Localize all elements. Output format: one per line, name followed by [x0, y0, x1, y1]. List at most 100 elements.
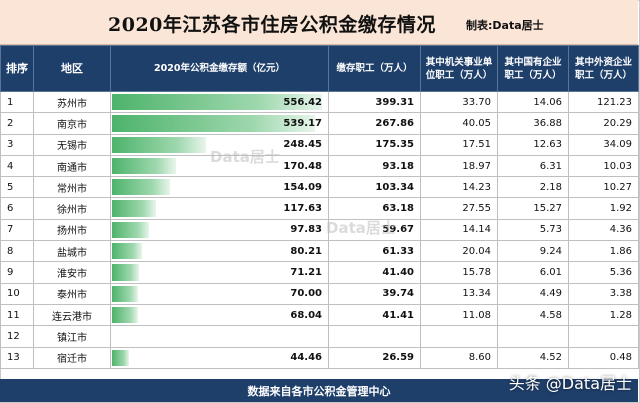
table-row: 7 扬州市 97.83 59.67 14.14 5.73 4.36	[0, 218, 639, 242]
cell-rank: 3	[0, 133, 34, 156]
cell-foreign: 1.92	[568, 197, 639, 220]
cell-region: 盐城市	[33, 240, 111, 263]
cell-rank: 7	[0, 218, 34, 242]
cell-employees: 61.33	[328, 240, 421, 263]
header-soe: 其中国有企业职工（万人）	[497, 45, 569, 92]
cell-soe: 6.31	[497, 154, 569, 178]
cell-foreign: 20.29	[568, 112, 639, 135]
cell-foreign: 0.48	[568, 346, 639, 369]
cell-amount: 170.48	[110, 154, 329, 178]
table-row: 10 泰州市 70.00 39.74 13.34 4.49 3.38	[0, 282, 639, 305]
cell-rank: 4	[0, 154, 34, 178]
cell-gov: 14.23	[420, 176, 498, 199]
header-gov: 其中机关事业单位职工（万人）	[420, 45, 498, 92]
amount-bar	[112, 243, 143, 260]
cell-soe: 4.58	[497, 303, 569, 327]
amount-value: 80.21	[290, 245, 322, 257]
cell-employees	[328, 325, 421, 348]
amount-value: 248.45	[283, 139, 322, 151]
cell-foreign: 5.36	[568, 261, 639, 284]
author-credit: 头条 @Data居士	[508, 374, 632, 393]
cell-amount: 97.83	[110, 218, 329, 242]
cell-gov: 33.70	[420, 90, 498, 114]
cell-employees: 59.67	[328, 218, 421, 242]
cell-region: 南京市	[33, 112, 111, 135]
header-rank: 排序	[0, 45, 34, 92]
cell-employees: 175.35	[328, 133, 421, 156]
header-amount: 2020年公积金缴存额（亿元）	[110, 45, 329, 92]
cell-region: 苏州市	[33, 90, 111, 114]
amount-bar	[112, 285, 139, 302]
amount-bar	[112, 179, 171, 196]
table-row: 6 徐州市 117.63 63.18 27.55 15.27 1.92	[0, 197, 639, 220]
amount-bar	[112, 349, 129, 366]
table-row: 12 镇江市	[0, 325, 639, 348]
page-title: 2020年江苏各市住房公积金缴存情况	[108, 14, 436, 36]
amount-bar	[112, 136, 206, 153]
cell-rank: 11	[0, 303, 34, 327]
cell-amount	[110, 325, 329, 348]
cell-gov: 14.14	[420, 218, 498, 242]
cell-foreign: 34.09	[568, 133, 639, 156]
amount-bar	[112, 264, 139, 281]
amount-bar	[112, 221, 149, 239]
cell-soe: 2.18	[497, 176, 569, 199]
cell-region: 淮安市	[33, 261, 111, 284]
table-body: 1 苏州市 556.42 399.31 33.70 14.06 121.23 2 南京市 539.…	[0, 90, 639, 369]
cell-amount: 556.42	[110, 90, 329, 114]
cell-soe: 5.73	[497, 218, 569, 242]
cell-region: 南通市	[33, 154, 111, 178]
amount-value: 71.21	[290, 267, 322, 279]
amount-bar	[112, 94, 322, 111]
cell-rank: 12	[0, 325, 34, 348]
cell-soe	[497, 325, 569, 348]
cell-amount: 80.21	[110, 240, 329, 263]
amount-bar	[112, 157, 177, 175]
header-row: 排序 地区 2020年公积金缴存额（亿元） 缴存职工（万人） 其中机关事业单位职…	[0, 45, 639, 92]
cell-region: 常州市	[33, 176, 111, 199]
cell-amount: 154.09	[110, 176, 329, 199]
cell-amount: 68.04	[110, 303, 329, 327]
cell-amount: 539.17	[110, 112, 329, 135]
table-row: 1 苏州市 556.42 399.31 33.70 14.06 121.23	[0, 90, 639, 114]
cell-foreign: 1.86	[568, 240, 639, 263]
cell-foreign: 121.23	[568, 90, 639, 114]
footer-source: 数据来自各市公积金管理中心	[0, 379, 638, 402]
cell-gov: 17.51	[420, 133, 498, 156]
cell-employees: 41.41	[328, 303, 421, 327]
table-row: 8 盐城市 80.21 61.33 20.04 9.24 1.86	[0, 240, 639, 263]
amount-value: 70.00	[290, 288, 322, 300]
cell-gov: 11.08	[420, 303, 498, 327]
cell-gov	[420, 325, 498, 348]
table-row: 2 南京市 539.17 267.86 40.05 36.88 20.29	[0, 112, 639, 135]
table-row: 5 常州市 154.09 103.34 14.23 2.18 10.27	[0, 176, 639, 199]
cell-employees: 103.34	[328, 176, 421, 199]
cell-foreign: 10.27	[568, 176, 639, 199]
amount-value: 154.09	[283, 181, 322, 193]
cell-rank: 9	[0, 261, 34, 284]
cell-rank: 6	[0, 197, 34, 220]
cell-employees: 267.86	[328, 112, 421, 135]
amount-bar	[112, 115, 316, 132]
amount-value: 556.42	[283, 96, 322, 108]
amount-value: 117.63	[283, 203, 322, 215]
cell-employees: 93.18	[328, 154, 421, 178]
cell-soe: 9.24	[497, 240, 569, 263]
cell-rank: 5	[0, 176, 34, 199]
cell-foreign: 10.03	[568, 154, 639, 178]
table-row: 4 南通市 170.48 93.18 18.97 6.31 10.03	[0, 154, 639, 178]
cell-rank: 2	[0, 112, 34, 135]
cell-region: 扬州市	[33, 218, 111, 242]
cell-rank: 1	[0, 90, 34, 114]
cell-employees: 41.40	[328, 261, 421, 284]
cell-employees: 26.59	[328, 346, 421, 369]
maker-credit: 制表:Data居士	[466, 19, 544, 32]
cell-amount: 117.63	[110, 197, 329, 220]
cell-foreign: 1.28	[568, 303, 639, 327]
amount-value: 97.83	[290, 224, 322, 236]
cell-amount: 71.21	[110, 261, 329, 284]
header-employees: 缴存职工（万人）	[328, 45, 421, 92]
title-bar: 2020年江苏各市住房公积金缴存情况 制表:Data居士	[0, 0, 638, 45]
data-table: 排序 地区 2020年公积金缴存额（亿元） 缴存职工（万人） 其中机关事业单位职…	[0, 45, 639, 369]
cell-employees: 399.31	[328, 90, 421, 114]
